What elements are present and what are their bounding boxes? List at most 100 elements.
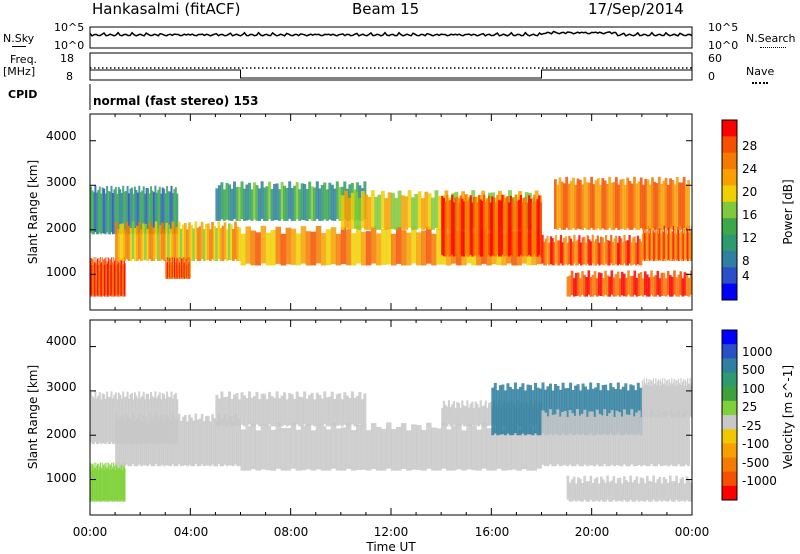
velocity-cell bbox=[113, 469, 115, 502]
velocity-cell bbox=[521, 383, 525, 434]
power-cell bbox=[123, 229, 126, 261]
power-cell bbox=[491, 196, 494, 256]
power-cell bbox=[174, 187, 177, 233]
velocity-cell bbox=[637, 483, 641, 502]
power-cell bbox=[108, 257, 110, 295]
velocity-cell bbox=[603, 409, 607, 465]
velocity-cell bbox=[100, 399, 103, 445]
power-cell bbox=[148, 221, 152, 260]
power-cell bbox=[554, 234, 558, 264]
power-cell bbox=[173, 227, 177, 261]
power-cell bbox=[633, 236, 636, 265]
power-cell bbox=[223, 222, 227, 260]
power-cell bbox=[117, 229, 120, 261]
velocity-cell bbox=[568, 410, 572, 465]
power-cell bbox=[106, 186, 109, 233]
power-cell bbox=[630, 183, 634, 230]
velocity-cell bbox=[461, 400, 464, 425]
power-cell bbox=[687, 232, 690, 261]
velocity-cell bbox=[285, 399, 289, 427]
velocity-cell bbox=[121, 470, 123, 502]
power-cell bbox=[586, 235, 589, 264]
power-cell bbox=[166, 186, 169, 233]
power-cell bbox=[92, 264, 94, 297]
power-cell bbox=[676, 233, 678, 261]
velocity-cell bbox=[225, 421, 229, 467]
velocity-cell bbox=[685, 381, 687, 418]
velocity-cell bbox=[171, 413, 175, 465]
velocity-cell bbox=[466, 423, 472, 470]
velocity-cell bbox=[523, 390, 527, 436]
velocity-cell bbox=[596, 383, 600, 434]
velocity-cell bbox=[674, 415, 678, 467]
power-cell bbox=[484, 201, 487, 257]
velocity-cell bbox=[481, 422, 487, 469]
power-cell bbox=[658, 228, 660, 261]
power-cell bbox=[589, 277, 593, 297]
velocity-cell bbox=[639, 387, 643, 436]
power-cell bbox=[602, 278, 605, 297]
velocity-cell bbox=[325, 429, 332, 471]
power-cell bbox=[416, 232, 422, 266]
velocity-cell bbox=[606, 390, 610, 436]
velocity-cell bbox=[209, 421, 212, 467]
velocity-cell bbox=[656, 381, 659, 418]
power-cell bbox=[213, 225, 216, 261]
power-cell bbox=[656, 226, 659, 260]
power-cell bbox=[152, 227, 156, 261]
velocity-cell bbox=[501, 384, 505, 435]
velocity-cell bbox=[92, 397, 95, 445]
velocity-cell bbox=[136, 418, 139, 467]
velocity-cell bbox=[675, 380, 677, 417]
velocity-cell bbox=[376, 426, 382, 471]
velocity-cell bbox=[620, 416, 624, 467]
velocity-cell bbox=[636, 382, 640, 434]
power-cell bbox=[235, 186, 239, 221]
power-y-tick-1000: 1000 bbox=[46, 265, 77, 279]
velocity-cell bbox=[583, 475, 586, 500]
power-cell bbox=[601, 178, 605, 229]
power-cb-tick-4: 4 bbox=[742, 269, 750, 283]
velocity-cell bbox=[650, 481, 653, 502]
power-cell bbox=[610, 270, 614, 295]
power-cell bbox=[518, 199, 521, 257]
velocity-cell bbox=[571, 390, 575, 436]
x-tick-2: 08:00 bbox=[273, 525, 309, 539]
velocity-colorbar-frame bbox=[721, 329, 738, 501]
velocity-cell bbox=[416, 425, 422, 471]
power-cell bbox=[431, 233, 437, 266]
velocity-cell bbox=[370, 423, 377, 470]
power-cell bbox=[494, 202, 497, 257]
power-cell bbox=[608, 276, 611, 297]
velocity-cell bbox=[94, 468, 96, 502]
power-cell bbox=[122, 261, 124, 297]
velocity-cell bbox=[190, 417, 193, 467]
velocity-cell bbox=[142, 415, 145, 466]
power-cell bbox=[673, 184, 677, 230]
velocity-cell bbox=[546, 386, 550, 436]
power-cell bbox=[215, 188, 219, 221]
velocity-cell bbox=[471, 401, 474, 426]
velocity-cell bbox=[391, 429, 397, 471]
velocity-cell bbox=[95, 398, 98, 445]
velocity-cell bbox=[491, 427, 497, 471]
velocity-y-tick-1000: 1000 bbox=[46, 471, 77, 485]
velocity-cell bbox=[637, 410, 641, 465]
power-cell bbox=[648, 277, 651, 297]
velocity-cell bbox=[240, 392, 244, 425]
power-cell bbox=[658, 278, 662, 297]
velocity-cell bbox=[618, 412, 621, 466]
velocity-cell bbox=[253, 396, 256, 427]
power-cell bbox=[685, 184, 688, 230]
velocity-cell bbox=[330, 391, 334, 425]
power-cell bbox=[514, 194, 517, 255]
power-cell bbox=[354, 192, 358, 229]
power-cell bbox=[169, 191, 171, 235]
power-cell bbox=[643, 229, 645, 261]
power-cell bbox=[577, 272, 580, 296]
velocity-cell bbox=[441, 408, 444, 427]
velocity-cell bbox=[546, 416, 550, 467]
velocity-cell bbox=[161, 414, 164, 465]
power-cell bbox=[476, 202, 479, 257]
power-cell bbox=[524, 196, 527, 256]
